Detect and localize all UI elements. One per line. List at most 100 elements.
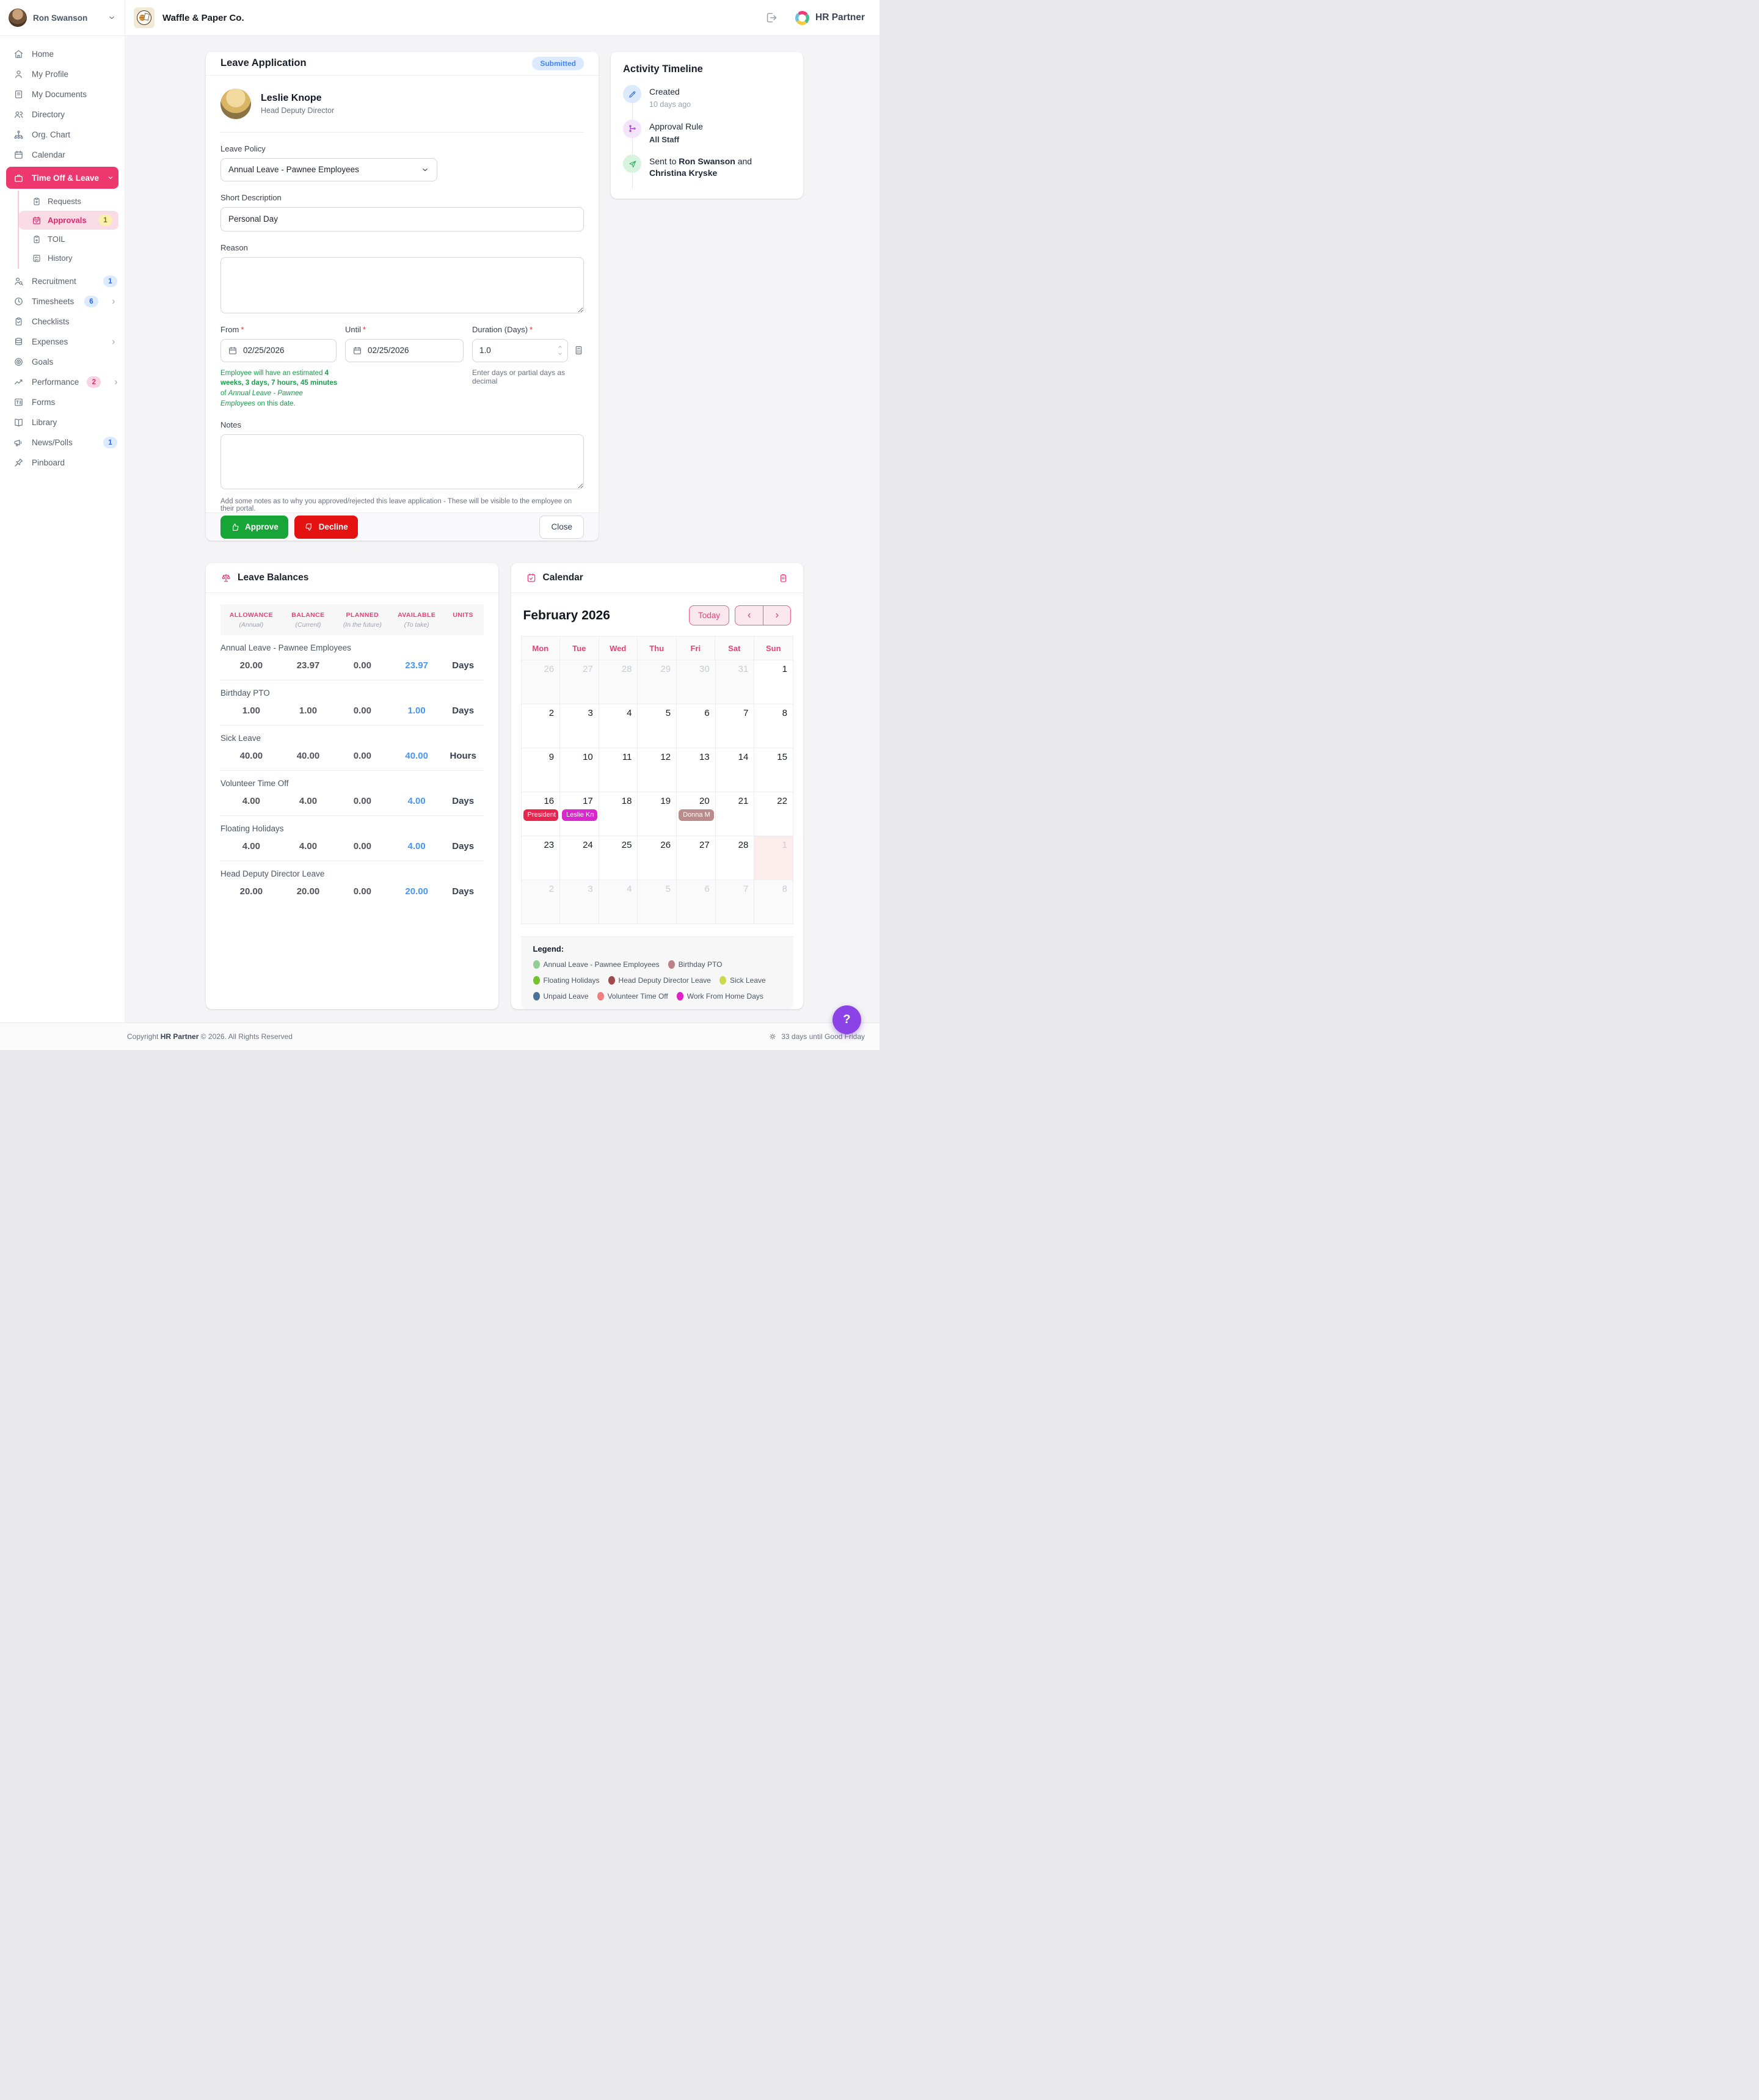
user-menu[interactable]: Ron Swanson xyxy=(0,0,125,36)
calendar-day-cell[interactable]: 18 xyxy=(599,792,638,836)
close-button[interactable]: Close xyxy=(539,515,584,539)
stepper-up-icon[interactable] xyxy=(555,343,565,350)
calendar-day-cell[interactable]: 14 xyxy=(715,748,755,792)
sidebar-item-news-polls[interactable]: News/Polls 1 xyxy=(0,432,125,453)
timeline-item: Approval Rule All Staff xyxy=(623,119,791,155)
policy-values: 40.00 40.00 0.00 40.00 Hours xyxy=(220,751,484,761)
calendar-day-cell[interactable]: 23 xyxy=(521,836,561,880)
sidebar-item-history[interactable]: History xyxy=(19,249,125,268)
short-description-input[interactable] xyxy=(220,206,584,232)
calendar-day-cell[interactable]: 15 xyxy=(754,748,793,792)
sidebar-item-timesheets[interactable]: Timesheets 6 xyxy=(0,291,125,312)
clipboard-icon[interactable] xyxy=(778,573,788,583)
approve-button[interactable]: Approve xyxy=(220,515,288,539)
calendar-day-cell[interactable]: 2 xyxy=(521,880,561,924)
calendar-day-cell[interactable]: 13 xyxy=(677,748,716,792)
calendar-day-cell[interactable]: 21 xyxy=(715,792,755,836)
reason-textarea[interactable] xyxy=(220,257,584,313)
calendar-day-cell[interactable]: 10 xyxy=(560,748,599,792)
sidebar-item-org-chart[interactable]: Org. Chart xyxy=(0,125,125,145)
logout-icon[interactable] xyxy=(765,11,778,24)
calendar-event[interactable]: Donna M xyxy=(679,809,714,821)
sidebar-item-performance[interactable]: Performance 2 xyxy=(0,372,125,392)
count-badge: 6 xyxy=(84,296,98,307)
calendar-day-cell[interactable]: 22 xyxy=(754,792,793,836)
calendar-day-cell[interactable]: 31 xyxy=(715,660,755,704)
book-icon xyxy=(13,417,24,428)
calendar-day-cell[interactable]: 9 xyxy=(521,748,561,792)
calendar-day-cell[interactable]: 30 xyxy=(677,660,716,704)
calendar-day-cell[interactable]: 8 xyxy=(754,704,793,748)
calendar-event[interactable]: Leslie Kn xyxy=(562,809,597,821)
sidebar-item-calendar[interactable]: Calendar xyxy=(0,145,125,165)
sidebar-item-time-off-leave[interactable]: Time Off & Leave xyxy=(6,167,118,189)
calendar-day-cell[interactable]: 28 xyxy=(599,660,638,704)
leave-policy-select[interactable]: Annual Leave - Pawnee Employees xyxy=(220,158,437,181)
chevron-down-icon[interactable] xyxy=(107,13,116,22)
calendar-day-cell[interactable]: 25 xyxy=(599,836,638,880)
sidebar-item-my-profile[interactable]: My Profile xyxy=(0,64,125,84)
calendar-icon xyxy=(13,150,24,160)
calendar-day-cell[interactable]: 5 xyxy=(638,880,677,924)
calendar-day-cell[interactable]: 7 xyxy=(715,704,755,748)
calendar-day-cell[interactable]: 4 xyxy=(599,704,638,748)
timeline-item: Sent to Ron Swanson and Christina Kryske xyxy=(623,155,791,189)
calendar-day-cell[interactable]: 4 xyxy=(599,880,638,924)
calendar-event[interactable]: President xyxy=(523,809,559,821)
calendar-day-cell[interactable]: 29 xyxy=(638,660,677,704)
calendar-day-cell[interactable]: 8 xyxy=(754,880,793,924)
calendar-day-cell[interactable]: 3 xyxy=(560,880,599,924)
calendar-legend: Legend: Annual Leave - Pawnee Employees B… xyxy=(520,936,793,1009)
sidebar-item-label: My Documents xyxy=(32,90,87,99)
sidebar-item-recruitment[interactable]: Recruitment 1 xyxy=(0,271,125,291)
stepper-down-icon[interactable] xyxy=(555,351,565,357)
sidebar-item-expenses[interactable]: Expenses xyxy=(0,332,125,352)
calendar-day-cell[interactable]: 6 xyxy=(677,880,716,924)
help-button[interactable]: ? xyxy=(832,1005,861,1034)
sidebar-item-requests[interactable]: Requests xyxy=(19,192,125,211)
until-date-input[interactable]: 02/25/2026 xyxy=(345,338,464,362)
legend-item: Work From Home Days xyxy=(676,992,763,1001)
calendar-day-cell[interactable]: 26 xyxy=(521,660,561,704)
calendar-day-cell[interactable]: 26 xyxy=(638,836,677,880)
sidebar-item-forms[interactable]: Forms xyxy=(0,392,125,412)
calendar-day-cell[interactable]: 27 xyxy=(677,836,716,880)
sidebar-item-home[interactable]: Home xyxy=(0,44,125,64)
today-button[interactable]: Today xyxy=(688,605,729,625)
calendar-day-cell[interactable]: 1 xyxy=(754,836,793,880)
sidebar-item-pinboard[interactable]: Pinboard xyxy=(0,453,125,473)
prev-month-button[interactable] xyxy=(735,606,763,625)
calendar-day-cell[interactable]: 1 xyxy=(754,660,793,704)
day-number: 30 xyxy=(699,664,710,674)
calendar-day-cell[interactable]: 28 xyxy=(715,836,755,880)
day-number: 19 xyxy=(660,796,671,806)
sidebar-item-checklists[interactable]: Checklists xyxy=(0,312,125,332)
calendar-day-cell[interactable]: 16 President xyxy=(521,792,561,836)
calendar-day-cell[interactable]: 17 Leslie Kn xyxy=(560,792,599,836)
calendar-day-cell[interactable]: 3 xyxy=(560,704,599,748)
sidebar-item-library[interactable]: Library xyxy=(0,412,125,432)
calendar-day-cell[interactable]: 20 Donna M xyxy=(677,792,716,836)
sidebar-item-goals[interactable]: Goals xyxy=(0,352,125,372)
calendar-day-cell[interactable]: 24 xyxy=(560,836,599,880)
calendar-day-cell[interactable]: 6 xyxy=(677,704,716,748)
calendar-day-cell[interactable]: 11 xyxy=(599,748,638,792)
column-subtitle: (Annual) xyxy=(239,621,264,629)
sidebar-item-toil[interactable]: TOIL xyxy=(19,230,125,249)
sidebar-item-my-documents[interactable]: My Documents xyxy=(0,84,125,104)
sidebar-item-directory[interactable]: Directory xyxy=(0,104,125,125)
calendar-day-cell[interactable]: 19 xyxy=(638,792,677,836)
notes-textarea[interactable] xyxy=(220,434,584,490)
decline-button[interactable]: Decline xyxy=(294,515,358,539)
calendar-day-cell[interactable]: 2 xyxy=(521,704,561,748)
from-date-input[interactable]: 02/25/2026 xyxy=(220,338,337,362)
calendar-day-cell[interactable]: 7 xyxy=(715,880,755,924)
calendar-day-cell[interactable]: 5 xyxy=(638,704,677,748)
calendar-day-cell[interactable]: 12 xyxy=(638,748,677,792)
next-month-button[interactable] xyxy=(763,606,790,625)
calculator-icon[interactable] xyxy=(574,345,584,355)
calendar-day-cell[interactable]: 27 xyxy=(560,660,599,704)
duration-input[interactable]: 1.0 xyxy=(472,338,568,362)
sidebar-item-approvals[interactable]: Approvals 1 xyxy=(19,211,118,230)
legend-color-dot xyxy=(608,976,615,985)
